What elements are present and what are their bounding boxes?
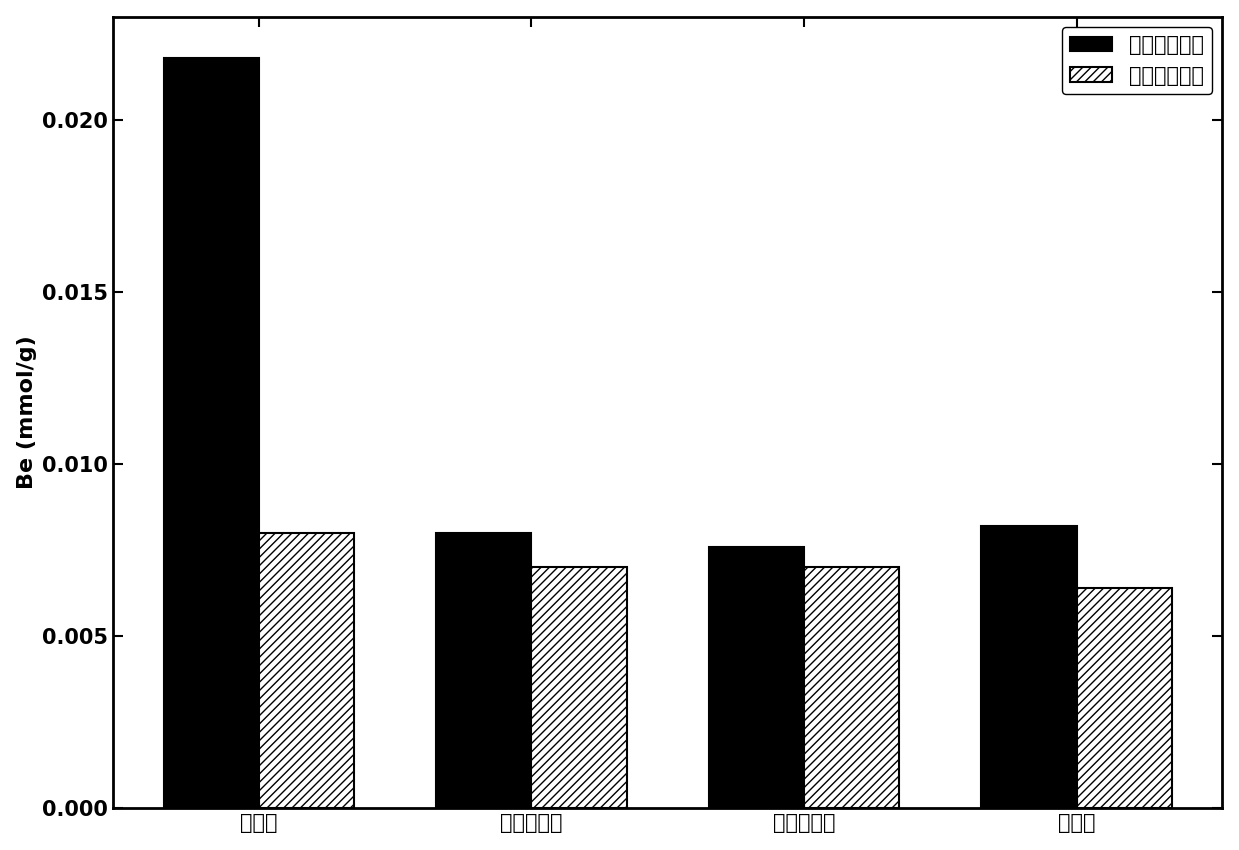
Bar (1077, 588, 1172, 808)
Bar (981, 526, 1077, 808)
Bar (164, 58, 259, 808)
Bar (804, 568, 900, 808)
Legend: 印迹纳米纤维, 空白纳米纤维: 印迹纳米纤维, 空白纳米纤维 (1062, 27, 1212, 94)
Y-axis label: Be (mmol/g): Be (mmol/g) (16, 336, 37, 490)
Bar (532, 568, 627, 808)
Bar (259, 533, 354, 808)
Bar (436, 533, 532, 808)
Bar (709, 547, 804, 808)
